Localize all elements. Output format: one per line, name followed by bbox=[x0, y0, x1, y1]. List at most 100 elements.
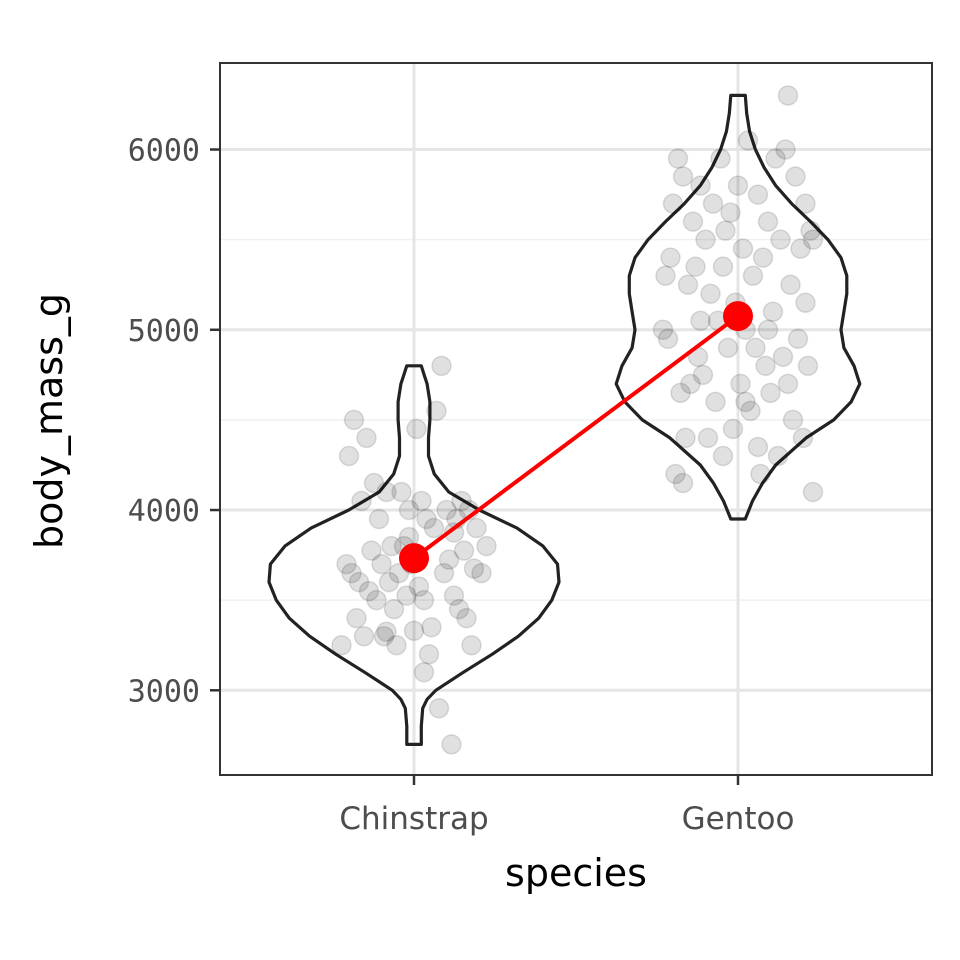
data-point-gentoo bbox=[720, 202, 741, 223]
data-point-chinstrap bbox=[358, 580, 380, 602]
mean-line bbox=[412, 314, 740, 560]
data-point-gentoo bbox=[787, 328, 809, 350]
data-point-gentoo bbox=[790, 238, 811, 259]
data-point-chinstrap bbox=[433, 562, 455, 584]
data-point-chinstrap bbox=[378, 571, 400, 593]
data-point-gentoo bbox=[770, 229, 791, 250]
data-point-gentoo bbox=[652, 319, 674, 341]
data-point-chinstrap bbox=[373, 625, 395, 647]
data-point-gentoo bbox=[742, 265, 764, 286]
y-tick-label: 5000 bbox=[128, 314, 200, 349]
data-point-chinstrap bbox=[456, 607, 477, 629]
axis-layer: 3000 4000 5000 6000 Chinstrap Gentoo bbox=[128, 134, 795, 837]
data-point-chinstrap bbox=[383, 598, 405, 620]
data-point-gentoo bbox=[672, 472, 694, 494]
data-point-gentoo bbox=[657, 328, 679, 350]
data-point-chinstrap bbox=[451, 490, 472, 512]
data-point-gentoo bbox=[802, 481, 824, 503]
violin-gentoo bbox=[614, 93, 862, 521]
data-point-gentoo bbox=[737, 130, 759, 151]
y-tick-label: 3000 bbox=[128, 674, 200, 709]
data-point-gentoo bbox=[735, 391, 756, 413]
data-point-chinstrap bbox=[343, 409, 365, 431]
data-point-gentoo bbox=[727, 175, 749, 196]
data-point-gentoo bbox=[765, 148, 786, 169]
data-point-chinstrap bbox=[336, 553, 357, 575]
points-layer bbox=[331, 85, 824, 755]
data-point-gentoo bbox=[795, 193, 816, 214]
data-point-gentoo bbox=[660, 247, 681, 268]
data-point-gentoo bbox=[697, 427, 719, 449]
data-point-gentoo bbox=[775, 139, 796, 160]
data-point-chinstrap bbox=[403, 620, 425, 642]
data-point-chinstrap bbox=[361, 540, 382, 561]
data-point-gentoo bbox=[665, 463, 686, 485]
data-point-gentoo bbox=[755, 355, 776, 377]
data-point-chinstrap bbox=[423, 517, 445, 539]
data-point-gentoo bbox=[705, 391, 726, 413]
data-point-gentoo bbox=[800, 220, 821, 241]
data-point-chinstrap bbox=[448, 598, 470, 620]
data-point-gentoo bbox=[782, 409, 804, 431]
data-point-chinstrap bbox=[461, 634, 482, 656]
data-point-gentoo bbox=[777, 85, 799, 106]
data-point-chinstrap bbox=[453, 540, 475, 561]
data-point-chinstrap bbox=[436, 499, 457, 521]
data-point-chinstrap bbox=[396, 585, 417, 606]
data-point-chinstrap bbox=[421, 616, 442, 638]
data-point-gentoo bbox=[792, 427, 814, 449]
data-point-chinstrap bbox=[338, 445, 360, 467]
data-point-chinstrap bbox=[381, 535, 402, 557]
violin-layer bbox=[267, 93, 862, 746]
data-point-gentoo bbox=[692, 364, 714, 386]
data-point-chinstrap bbox=[416, 508, 437, 530]
data-point-chinstrap bbox=[413, 662, 435, 683]
data-point-gentoo bbox=[677, 274, 699, 295]
data-point-chinstrap bbox=[331, 634, 352, 656]
data-point-chinstrap bbox=[386, 634, 407, 656]
data-point-gentoo bbox=[732, 238, 754, 259]
mean-point-chinstrap bbox=[399, 543, 429, 574]
data-point-gentoo bbox=[695, 229, 716, 250]
data-point-gentoo bbox=[690, 310, 711, 332]
data-point-gentoo bbox=[712, 256, 734, 277]
data-point-gentoo bbox=[662, 193, 684, 214]
data-point-chinstrap bbox=[406, 418, 427, 440]
data-point-gentoo bbox=[760, 382, 781, 404]
data-point-gentoo bbox=[717, 337, 739, 359]
data-point-gentoo bbox=[680, 373, 701, 395]
data-point-gentoo bbox=[750, 463, 771, 485]
data-point-chinstrap bbox=[348, 571, 370, 593]
data-point-gentoo bbox=[795, 292, 816, 313]
data-point-chinstrap bbox=[418, 643, 440, 665]
data-point-chinstrap bbox=[398, 499, 420, 521]
data-point-gentoo bbox=[670, 382, 691, 404]
x-tick-label: Chinstrap bbox=[339, 801, 488, 837]
data-point-gentoo bbox=[712, 445, 734, 467]
data-point-chinstrap bbox=[466, 517, 487, 539]
data-point-chinstrap bbox=[438, 549, 460, 570]
data-point-gentoo bbox=[730, 373, 751, 395]
x-tick-label: Gentoo bbox=[682, 801, 795, 837]
data-point-gentoo bbox=[777, 373, 799, 395]
panel-border bbox=[219, 62, 933, 776]
data-point-chinstrap bbox=[443, 522, 465, 543]
data-point-gentoo bbox=[710, 148, 731, 169]
data-point-gentoo bbox=[780, 274, 801, 295]
data-point-gentoo bbox=[675, 427, 696, 449]
data-point-gentoo bbox=[745, 337, 766, 359]
data-point-gentoo bbox=[762, 301, 784, 322]
data-point-gentoo bbox=[757, 319, 779, 341]
data-point-gentoo bbox=[655, 265, 676, 286]
data-point-chinstrap bbox=[366, 589, 387, 611]
data-point-chinstrap bbox=[371, 553, 392, 575]
data-point-chinstrap bbox=[443, 585, 465, 606]
data-point-gentoo bbox=[672, 166, 694, 187]
data-point-gentoo bbox=[740, 400, 761, 422]
data-point-gentoo bbox=[667, 148, 689, 169]
data-point-gentoo bbox=[700, 283, 721, 304]
data-point-chinstrap bbox=[413, 589, 435, 611]
data-point-gentoo bbox=[715, 220, 736, 241]
data-point-chinstrap bbox=[411, 490, 432, 512]
